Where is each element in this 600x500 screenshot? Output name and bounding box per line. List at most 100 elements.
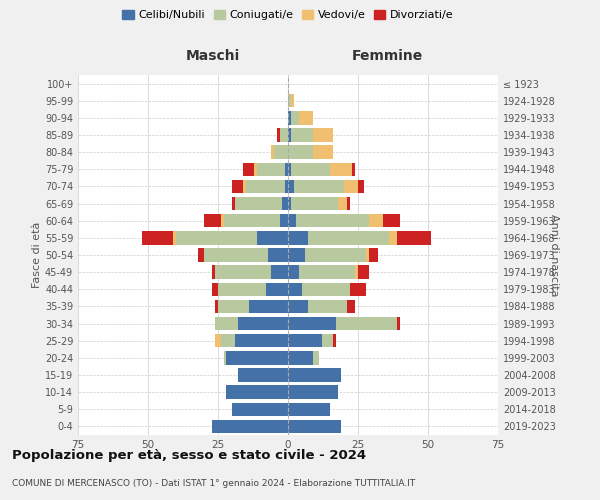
Bar (308, 300, 347, 313)
Bar (249, 300, 288, 313)
Bar (212, 266, 215, 279)
Bar (274, 146, 288, 159)
Bar (288, 248, 305, 262)
Bar (238, 317, 288, 330)
Bar (335, 317, 397, 330)
Bar (277, 128, 280, 141)
Bar (238, 368, 288, 382)
Text: Femmine: Femmine (352, 48, 422, 62)
Bar (246, 180, 285, 193)
Bar (302, 282, 350, 296)
Bar (221, 334, 235, 347)
Bar (215, 317, 238, 330)
Bar (285, 180, 288, 193)
Bar (288, 282, 302, 296)
Bar (291, 94, 293, 108)
Bar (308, 231, 389, 244)
Bar (268, 248, 288, 262)
Y-axis label: Anni di nascita: Anni di nascita (548, 214, 559, 296)
Legend: Celibi/Nubili, Coniugati/e, Vedovi/e, Divorziati/e: Celibi/Nubili, Coniugati/e, Vedovi/e, Di… (118, 6, 458, 25)
Bar (305, 248, 367, 262)
Bar (235, 197, 283, 210)
Bar (299, 266, 355, 279)
Bar (218, 282, 266, 296)
Bar (291, 162, 330, 176)
Bar (288, 317, 335, 330)
Bar (352, 162, 355, 176)
Bar (218, 300, 249, 313)
Bar (288, 162, 291, 176)
Bar (313, 128, 333, 141)
Bar (243, 162, 254, 176)
Bar (291, 197, 338, 210)
Bar (285, 162, 288, 176)
Bar (283, 197, 288, 210)
Bar (358, 180, 364, 193)
Bar (226, 386, 288, 399)
Bar (288, 231, 308, 244)
Bar (212, 420, 288, 433)
Bar (291, 111, 299, 124)
Bar (224, 351, 226, 364)
Bar (338, 197, 347, 210)
Bar (288, 300, 308, 313)
Bar (288, 386, 338, 399)
Bar (212, 282, 218, 296)
Bar (330, 162, 352, 176)
Bar (288, 128, 291, 141)
Bar (350, 282, 367, 296)
Bar (288, 351, 313, 364)
Bar (383, 214, 400, 228)
Bar (215, 300, 218, 313)
Bar (369, 214, 383, 228)
Bar (291, 128, 313, 141)
Bar (333, 334, 335, 347)
Bar (173, 231, 176, 244)
Bar (288, 402, 330, 416)
Bar (347, 300, 355, 313)
Bar (288, 334, 322, 347)
Bar (288, 197, 291, 210)
Bar (176, 231, 257, 244)
Bar (369, 248, 377, 262)
Bar (271, 146, 274, 159)
Bar (224, 214, 280, 228)
Bar (344, 180, 358, 193)
Bar (347, 197, 350, 210)
Bar (235, 334, 288, 347)
Bar (215, 334, 221, 347)
Bar (355, 266, 358, 279)
Text: Maschi: Maschi (186, 48, 240, 62)
Bar (288, 214, 296, 228)
Bar (288, 266, 299, 279)
Bar (288, 94, 291, 108)
Bar (367, 248, 369, 262)
Bar (397, 231, 431, 244)
Bar (215, 266, 271, 279)
Bar (296, 214, 369, 228)
Bar (232, 180, 243, 193)
Bar (280, 214, 288, 228)
Bar (397, 317, 400, 330)
Bar (313, 146, 333, 159)
Bar (288, 180, 293, 193)
Bar (299, 111, 313, 124)
Bar (389, 231, 397, 244)
Bar (358, 266, 369, 279)
Bar (204, 248, 268, 262)
Bar (232, 402, 288, 416)
Bar (226, 351, 288, 364)
Bar (271, 266, 288, 279)
Bar (288, 420, 341, 433)
Bar (254, 162, 257, 176)
Y-axis label: Fasce di età: Fasce di età (32, 222, 42, 288)
Text: Popolazione per età, sesso e stato civile - 2024: Popolazione per età, sesso e stato civil… (12, 450, 366, 462)
Bar (280, 128, 288, 141)
Bar (288, 368, 341, 382)
Bar (204, 214, 221, 228)
Bar (293, 180, 344, 193)
Bar (257, 231, 288, 244)
Bar (142, 231, 173, 244)
Bar (257, 162, 285, 176)
Bar (288, 146, 313, 159)
